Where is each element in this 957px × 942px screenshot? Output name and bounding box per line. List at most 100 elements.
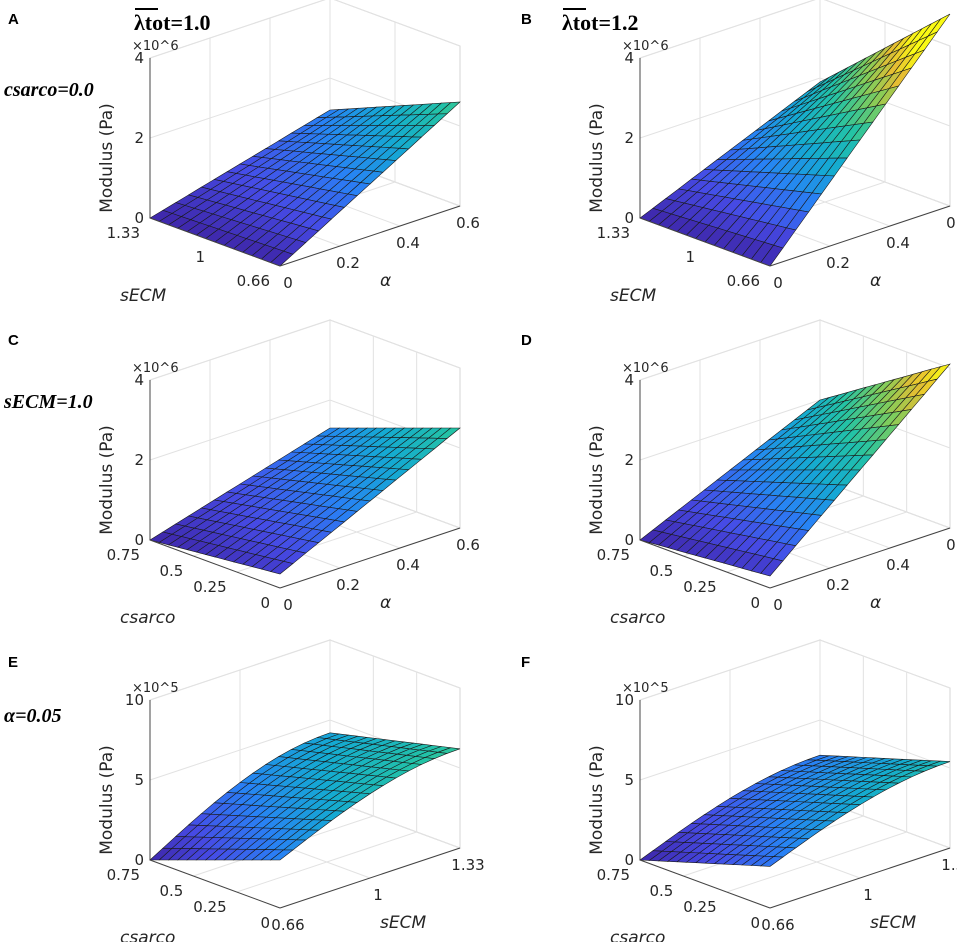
axes: 0 2 4×10^6 Modulus (Pa) 0.75 0.5 0.25 0 csarco 0 0… — [97, 361, 480, 628]
x-axis-line — [149, 217, 281, 267]
y-axis-line — [769, 847, 951, 909]
z-exponent-label: ×10^6 — [622, 361, 669, 376]
z-tick-label: 10 — [615, 691, 634, 709]
x-tick-label: 0 — [260, 594, 270, 612]
surface — [149, 101, 461, 267]
x-tick-label: 0 — [750, 594, 760, 612]
x-axis-label: csarco — [610, 928, 665, 942]
y-axis-line — [279, 205, 461, 267]
row-label-alpha: α=0.05 — [4, 705, 61, 727]
x-axis-line — [639, 539, 771, 589]
x-axis-line — [149, 539, 281, 589]
x-tick-label: 0.25 — [193, 578, 226, 596]
y-axis-label: α — [870, 593, 881, 613]
z-tick-label: 0 — [134, 851, 144, 869]
z-tick-label: 4 — [624, 371, 634, 389]
z-tick-label: 4 — [134, 371, 144, 389]
x-tick-label: 0.75 — [107, 546, 140, 564]
x-tick-label: 0.5 — [159, 562, 183, 580]
z-exponent-label: ×10^6 — [132, 39, 179, 54]
chart-panel-D: 0 2 4×10^6 Modulus (Pa) 0.75 0.5 0.25 0 csarco 0 0… — [587, 319, 957, 628]
surface — [639, 754, 951, 867]
x-tick-label: 1.33 — [597, 224, 630, 242]
y-tick-label: 0.2 — [826, 254, 850, 272]
y-axis-label: α — [870, 271, 881, 291]
panel-letter-F: F — [521, 654, 530, 671]
z-exponent-label: ×10^6 — [132, 361, 179, 376]
x-tick-label: 0.5 — [649, 882, 673, 900]
y-tick-label: 0.2 — [336, 254, 360, 272]
z-tick-label: 5 — [134, 771, 144, 789]
x-tick-label: 1 — [685, 248, 695, 266]
z-tick-label: 2 — [624, 129, 634, 147]
z-axis-label: Modulus (Pa) — [587, 425, 607, 535]
y-tick-label: 0.2 — [826, 576, 850, 594]
row-label-secm: sECM=1.0 — [3, 391, 93, 413]
x-tick-label: 0.66 — [727, 272, 760, 290]
y-tick-label: 0.66 — [761, 916, 794, 934]
y-tick-label: 1 — [863, 886, 873, 904]
z-exponent-label: ×10^5 — [132, 681, 179, 696]
axes: 0 5 10×10^5 Modulus (Pa) 0.75 0.5 0.25 0 csarco 0… — [97, 681, 485, 942]
row-label-csarco: csarco=0.0 — [4, 79, 94, 101]
y-tick-label: 0.4 — [886, 234, 910, 252]
x-tick-label: 0.25 — [683, 578, 716, 596]
z-axis-label: Modulus (Pa) — [97, 745, 117, 855]
surface-patch — [269, 849, 294, 861]
x-tick-label: 1 — [195, 248, 205, 266]
y-tick-label: 0 — [283, 274, 293, 292]
x-tick-label: 1.33 — [107, 224, 140, 242]
x-tick-label: 0 — [750, 914, 760, 932]
surface-patch — [270, 560, 294, 575]
y-tick-label: 0.6 — [946, 536, 957, 554]
z-tick-label: 0 — [624, 531, 634, 549]
y-tick-label: 0.4 — [886, 556, 910, 574]
y-tick-label: 1 — [373, 886, 383, 904]
x-tick-label: 0.75 — [597, 866, 630, 884]
x-tick-label: 0.5 — [159, 882, 183, 900]
header-lambda-1-0: λtot=1.0 — [134, 8, 211, 35]
axes: 0 2 4×10^6 Modulus (Pa) 1.33 1 0.66 sECM 0 0.2 0.4… — [587, 39, 957, 306]
axes: 0 2 4×10^6 Modulus (Pa) 1.33 1 0.66 sECM 0 0.2 0.4… — [97, 39, 480, 306]
surface — [639, 363, 951, 577]
x-tick-label: 0.75 — [107, 866, 140, 884]
z-axis-label: Modulus (Pa) — [97, 425, 117, 535]
surface — [639, 13, 951, 267]
x-axis-label: sECM — [610, 286, 656, 306]
x-axis-label: sECM — [120, 286, 166, 306]
y-tick-label: 0.6 — [456, 536, 480, 554]
z-tick-label: 4 — [624, 49, 634, 67]
chart-panel-F: 0 5 10×10^5 Modulus (Pa) 0.75 0.5 0.25 0 csarco 0… — [587, 639, 957, 942]
chart-panel-E: 0 5 10×10^5 Modulus (Pa) 0.75 0.5 0.25 0 csarco 0… — [97, 639, 485, 942]
header-lambda-1-2: λtot=1.2 — [562, 8, 639, 35]
y-axis-label: α — [380, 593, 391, 613]
z-tick-label: 5 — [624, 771, 634, 789]
panel-letter-C: C — [8, 332, 19, 349]
z-tick-label: 2 — [624, 451, 634, 469]
axes: 0 2 4×10^6 Modulus (Pa) 0.75 0.5 0.25 0 csarco 0 0… — [587, 361, 957, 628]
header-A-text: λtot=1.0 — [134, 10, 211, 35]
z-tick-label: 10 — [125, 691, 144, 709]
y-axis-label: sECM — [870, 913, 916, 933]
y-tick-label: 1.33 — [451, 856, 484, 874]
y-tick-label: 0.2 — [336, 576, 360, 594]
panel-letter-A: A — [8, 11, 19, 28]
z-exponent-label: ×10^5 — [622, 681, 669, 696]
chart-panel-A: 0 2 4×10^6 Modulus (Pa) 1.33 1 0.66 sECM 0 0.2 0.4… — [97, 0, 480, 306]
chart-panel-C: 0 2 4×10^6 Modulus (Pa) 0.75 0.5 0.25 0 csarco 0 0… — [97, 319, 480, 628]
y-tick-label: 0.6 — [946, 214, 957, 232]
y-axis-line — [279, 847, 461, 909]
x-axis-label: csarco — [120, 608, 175, 628]
surface — [149, 427, 461, 575]
panel-letter-B: B — [521, 11, 532, 28]
z-tick-label: 2 — [134, 451, 144, 469]
x-tick-label: 0 — [260, 914, 270, 932]
panel-letter-D: D — [521, 332, 532, 349]
y-axis-label: sECM — [380, 913, 426, 933]
y-tick-label: 0.4 — [396, 556, 420, 574]
surface — [149, 732, 461, 861]
z-tick-label: 0 — [134, 209, 144, 227]
x-tick-label: 0.5 — [649, 562, 673, 580]
y-tick-label: 0.4 — [396, 234, 420, 252]
x-axis-line — [639, 217, 771, 267]
